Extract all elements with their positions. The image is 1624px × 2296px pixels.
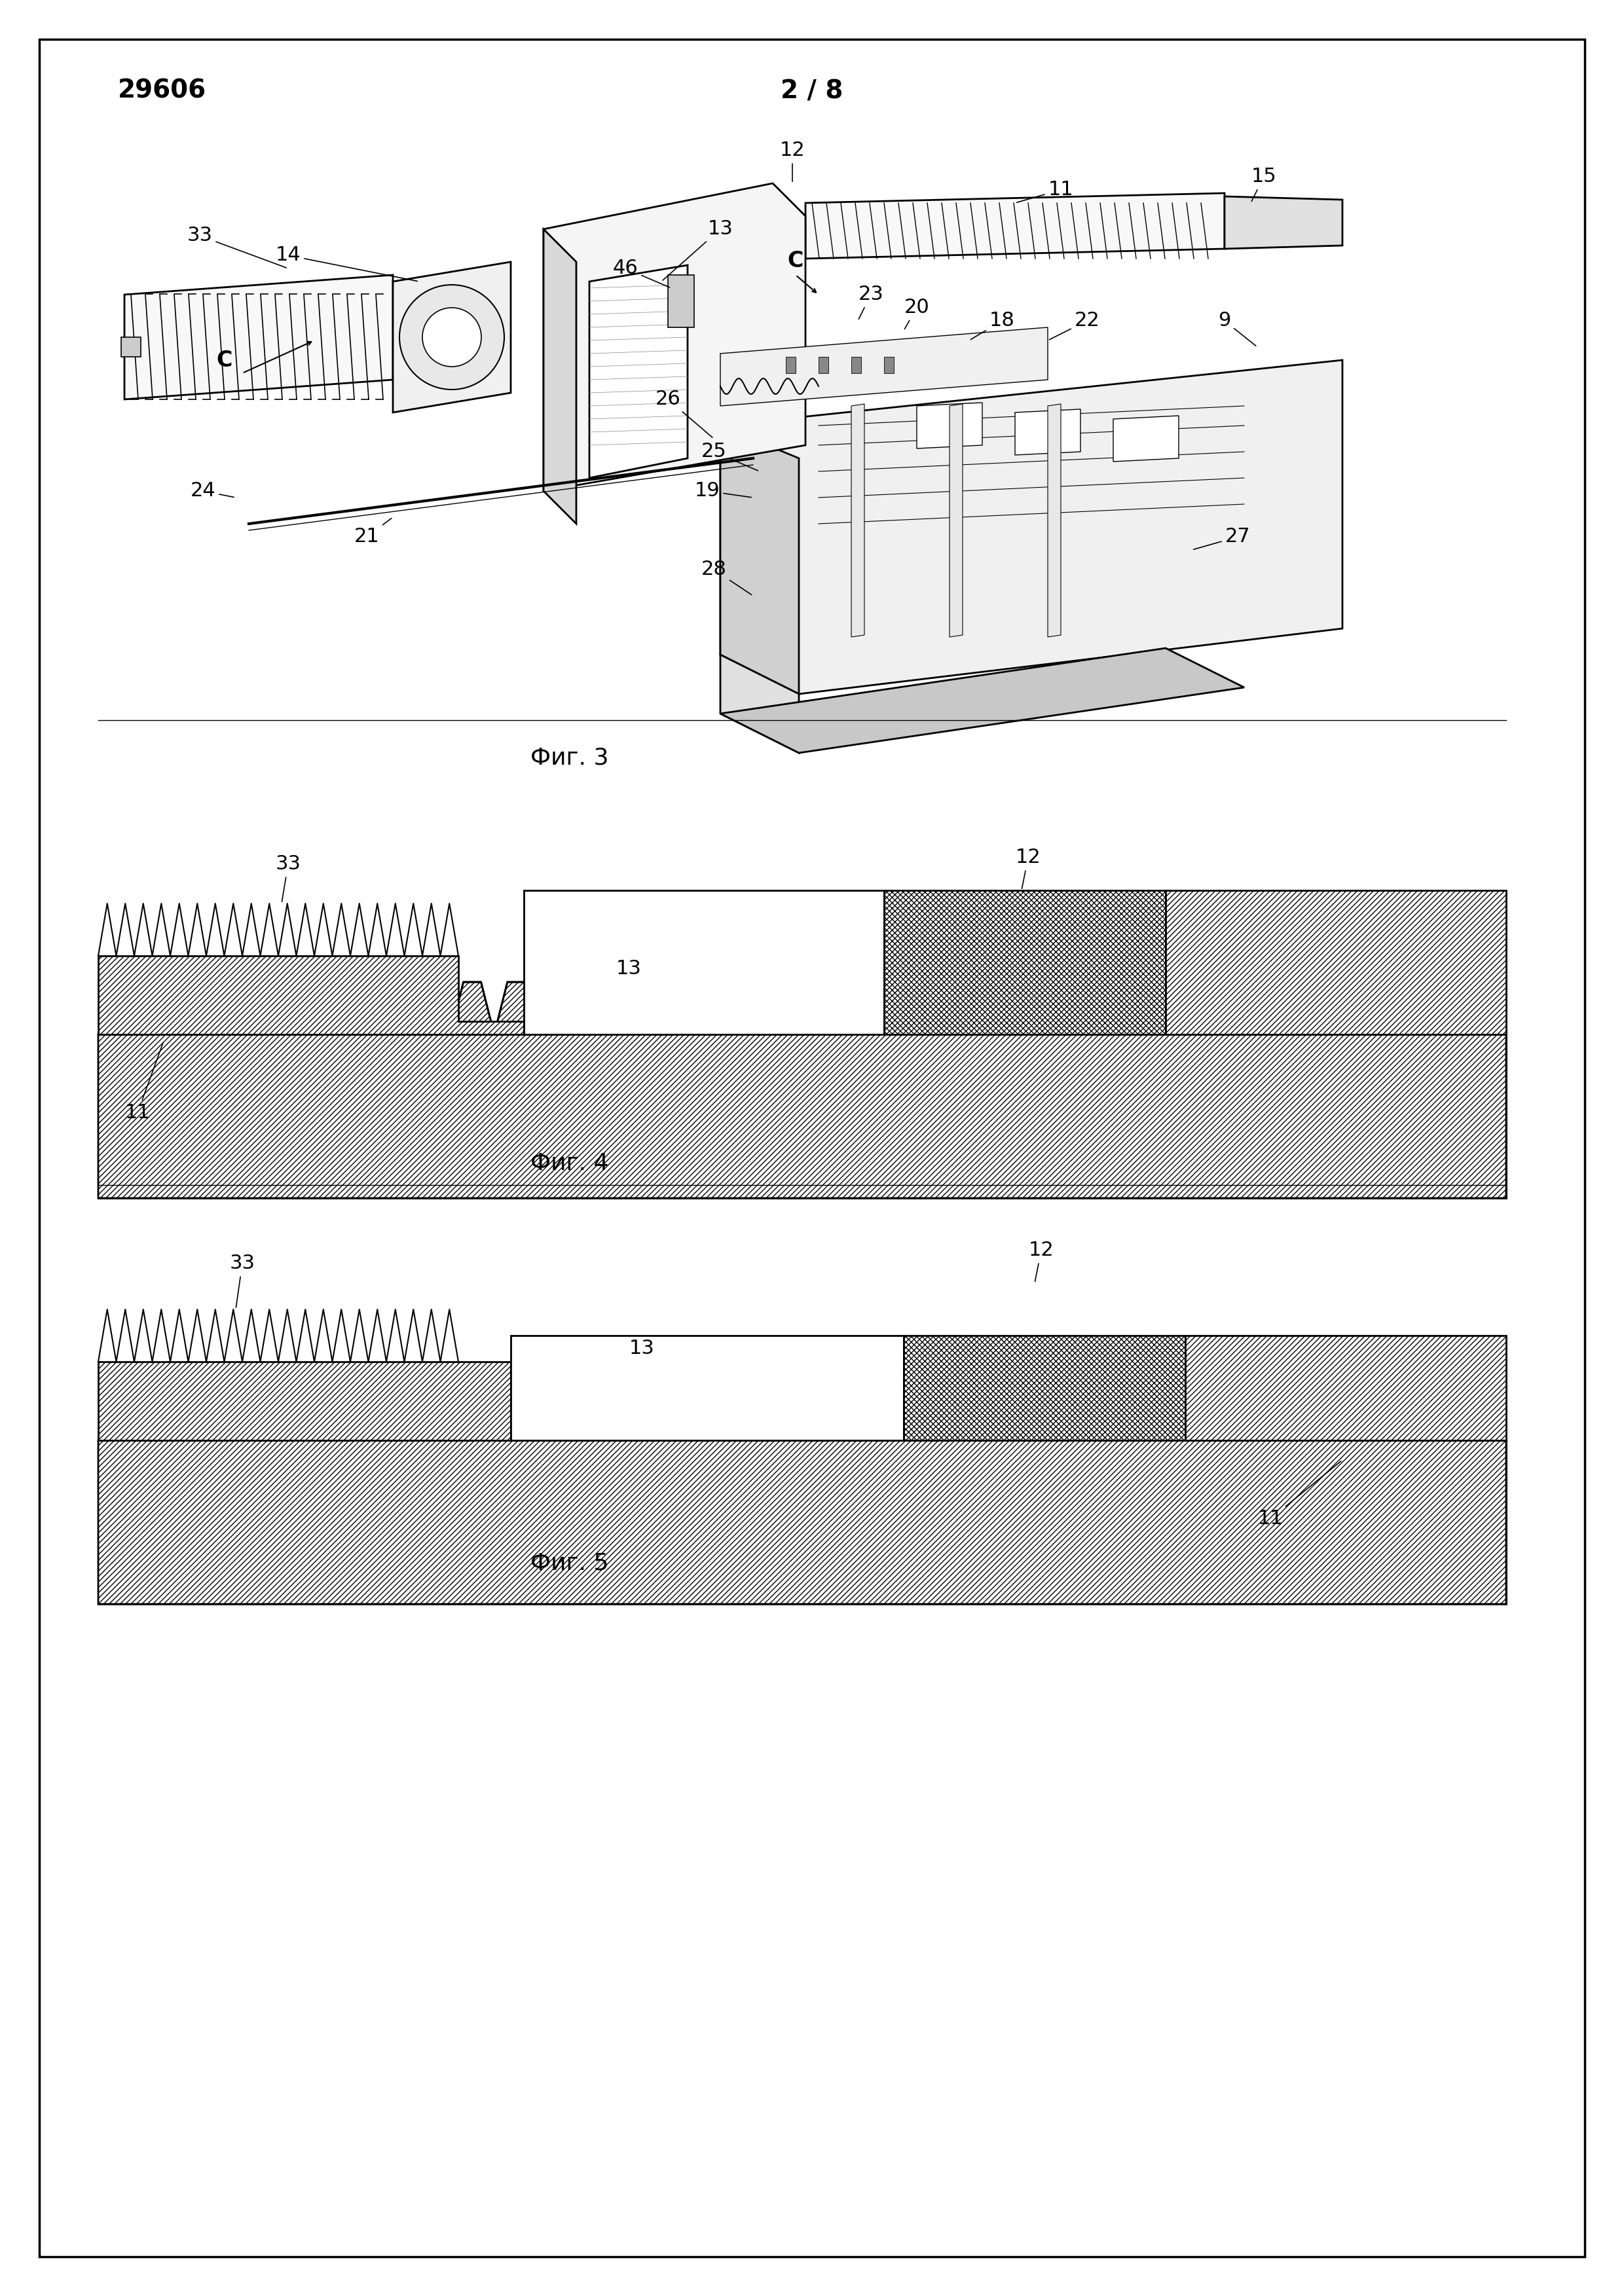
Polygon shape — [918, 402, 983, 448]
Text: C: C — [788, 250, 804, 271]
Bar — [903, 1336, 1186, 1440]
Text: C: C — [216, 349, 232, 372]
Polygon shape — [590, 264, 687, 478]
Text: 22: 22 — [1049, 312, 1099, 340]
Text: 12: 12 — [1028, 1240, 1054, 1281]
Text: 18: 18 — [971, 312, 1015, 340]
Text: 19: 19 — [695, 482, 752, 501]
Text: 12: 12 — [780, 140, 806, 181]
Text: 9: 9 — [1218, 312, 1255, 347]
Polygon shape — [544, 184, 806, 491]
Text: 46: 46 — [612, 259, 669, 287]
Polygon shape — [512, 1336, 903, 1440]
Polygon shape — [1112, 416, 1179, 461]
Bar — [883, 356, 893, 374]
Text: 33: 33 — [229, 1254, 255, 1309]
Polygon shape — [97, 1389, 1505, 1605]
Bar — [122, 338, 141, 356]
Bar — [97, 1035, 1505, 1199]
Polygon shape — [851, 404, 864, 636]
Polygon shape — [721, 654, 799, 753]
Bar — [818, 356, 828, 374]
Text: 33: 33 — [276, 854, 300, 902]
Text: 11: 11 — [1017, 181, 1073, 202]
Polygon shape — [721, 328, 1047, 406]
Text: 27: 27 — [1194, 528, 1250, 549]
Polygon shape — [97, 983, 1505, 1199]
Text: Фиг. 5: Фиг. 5 — [531, 1552, 609, 1573]
Text: 15: 15 — [1250, 168, 1276, 202]
Polygon shape — [1224, 197, 1343, 248]
Circle shape — [422, 308, 481, 367]
Text: 12: 12 — [1015, 847, 1041, 889]
Text: 13: 13 — [615, 960, 641, 978]
Bar — [851, 356, 861, 374]
Text: Фиг. 3: Фиг. 3 — [531, 746, 609, 769]
Bar — [667, 276, 693, 328]
Text: 21: 21 — [354, 519, 391, 546]
Text: 2 / 8: 2 / 8 — [781, 78, 843, 103]
Polygon shape — [721, 360, 1343, 693]
Text: 11: 11 — [125, 1042, 162, 1123]
Text: 33: 33 — [187, 227, 286, 269]
Polygon shape — [1186, 1336, 1505, 1440]
Circle shape — [400, 285, 503, 390]
Text: 25: 25 — [702, 443, 758, 471]
Text: 13: 13 — [663, 220, 732, 280]
Text: 28: 28 — [702, 560, 752, 595]
Text: 29606: 29606 — [119, 78, 206, 103]
Text: 14: 14 — [276, 246, 417, 280]
Polygon shape — [393, 262, 512, 413]
Polygon shape — [806, 193, 1224, 259]
Text: 11: 11 — [1257, 1460, 1341, 1529]
Polygon shape — [525, 891, 883, 1035]
Text: 20: 20 — [905, 298, 929, 328]
Text: 13: 13 — [628, 1339, 654, 1359]
Polygon shape — [721, 425, 799, 693]
Polygon shape — [1166, 891, 1505, 1035]
Bar — [97, 1440, 1505, 1605]
Text: Фиг. 4: Фиг. 4 — [531, 1153, 609, 1176]
Text: 24: 24 — [190, 482, 234, 501]
Polygon shape — [125, 276, 393, 400]
Polygon shape — [950, 404, 963, 636]
Polygon shape — [1047, 404, 1060, 636]
Polygon shape — [97, 1362, 512, 1440]
Bar — [786, 356, 796, 374]
Polygon shape — [544, 230, 577, 523]
Text: 23: 23 — [857, 285, 883, 319]
Bar — [883, 891, 1166, 1035]
Polygon shape — [1015, 409, 1080, 455]
Polygon shape — [721, 647, 1244, 753]
Polygon shape — [97, 955, 525, 1035]
Text: 26: 26 — [654, 390, 713, 439]
